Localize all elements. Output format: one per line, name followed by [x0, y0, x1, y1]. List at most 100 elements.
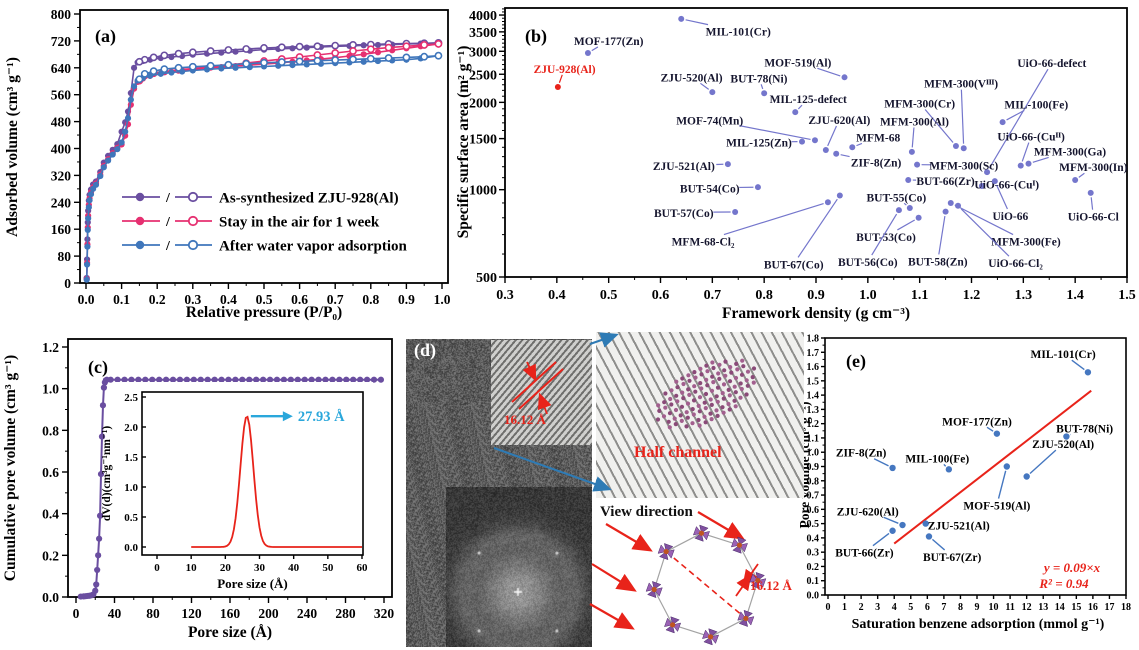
fringe-spacing-line — [511, 361, 557, 403]
atom-dot — [690, 407, 695, 412]
data-point — [104, 157, 112, 164]
atom-dot — [728, 365, 733, 370]
leader-line — [739, 125, 811, 141]
data-point-open — [384, 54, 393, 62]
data-point-open — [402, 53, 411, 62]
data-point-open — [384, 43, 393, 52]
data-point — [350, 376, 357, 383]
y-tick-label: 0 — [64, 276, 71, 291]
mof-label: MFM-300(In) — [1059, 162, 1128, 174]
leader-line — [911, 127, 915, 148]
inset-x-tick-label: 40 — [288, 562, 300, 574]
atom-dot — [744, 378, 749, 383]
fringe-arrow — [522, 361, 537, 382]
y-tick-label: 1.2 — [807, 419, 820, 430]
x-tick-label: 0.6 — [652, 288, 670, 303]
atom-dot — [751, 366, 757, 371]
y-tick-label: 1.0 — [807, 448, 820, 459]
panel-d-microscopy: (d) 16.12 Å Half channel View direction … — [406, 332, 806, 648]
y-tick-label: 1.5 — [807, 376, 820, 387]
blue-connector-arrow — [589, 332, 619, 348]
inset-y-label: dV(d)(cm³g⁻¹nm⁻¹) — [101, 426, 113, 521]
mof-label: MFM-300(Vᴵᴵᴵ) — [924, 79, 998, 91]
x-tick-label: 0.9 — [398, 292, 415, 307]
data-point — [584, 49, 591, 56]
y-tick-label: 1.8 — [807, 334, 820, 345]
atom-dot — [710, 360, 715, 365]
atom-dot — [687, 378, 692, 383]
data-point-open — [313, 42, 322, 51]
mof-label: BUT-58(Zn) — [908, 256, 968, 268]
atom-dot — [696, 417, 701, 423]
y-tick-label: 720 — [51, 34, 72, 49]
data-point — [914, 161, 921, 168]
atom-dot — [672, 416, 677, 421]
data-point-open — [349, 55, 357, 64]
cluster-metal-atom — [743, 615, 749, 622]
leader-line — [1021, 142, 1030, 162]
y-tick-label: 1500 — [469, 133, 497, 148]
data-point — [945, 466, 953, 473]
data-point — [96, 512, 104, 519]
data-point — [169, 376, 177, 383]
atom-dot — [738, 381, 743, 386]
atom-dot — [703, 406, 708, 411]
data-point — [952, 142, 959, 149]
atom-dot — [686, 373, 691, 378]
atom-dot — [675, 385, 680, 390]
data-point — [360, 51, 367, 58]
leader-line — [883, 516, 899, 524]
y-tick-label: 400 — [51, 142, 72, 157]
mof-label: ZJU-521(Al) — [653, 161, 715, 173]
data-point — [709, 89, 716, 96]
data-point — [303, 61, 310, 68]
legend-open-marker — [187, 239, 199, 251]
data-point-open — [135, 75, 144, 84]
data-point — [121, 376, 128, 383]
leader-line — [996, 185, 1008, 210]
mof-label: BUT-66(Zr) — [916, 176, 975, 188]
atom-dot — [669, 388, 674, 393]
legend-label: After water vapor adsorption — [219, 239, 408, 255]
cluster-metal-atom — [736, 542, 743, 548]
mof-label: BUT-66(Zr) — [835, 548, 894, 560]
data-point — [156, 376, 163, 383]
x-tick-label: 16 — [1088, 602, 1098, 613]
atom-dot — [709, 402, 714, 407]
view-direction-label: View direction — [600, 504, 693, 520]
data-point — [246, 376, 253, 383]
atom-dot — [667, 425, 672, 430]
data-point — [100, 164, 107, 171]
data-point — [118, 139, 125, 146]
leader-line — [1071, 359, 1085, 371]
mof-label: BUT-53(Co) — [856, 232, 916, 244]
atom-dot — [729, 370, 734, 375]
inset-x-tick-label: 20 — [220, 562, 232, 574]
data-point-open — [135, 57, 144, 66]
leader-line — [943, 463, 947, 467]
data-point — [732, 208, 739, 215]
mof-label: BUT-78(Ni) — [1056, 423, 1113, 435]
data-point — [833, 150, 840, 157]
atom-dot — [702, 400, 707, 405]
mof-label: BUT-78(Ni) — [730, 73, 787, 85]
x-tick-label: 240 — [297, 606, 318, 621]
atom-dot — [727, 393, 732, 398]
x-tick-label: 0.5 — [600, 288, 618, 303]
inset-y-tick-label: 2.5 — [124, 392, 138, 404]
atom-dot — [711, 365, 716, 371]
mof-label: MIL-125(Zn) — [726, 138, 792, 150]
data-point-open — [160, 51, 169, 60]
inset-curve — [191, 415, 362, 548]
atom-dot — [711, 380, 716, 385]
atom-dot — [738, 395, 743, 400]
atom-dot — [715, 413, 720, 418]
data-point — [84, 243, 91, 250]
data-point — [841, 74, 848, 81]
x-tick-label: 0.3 — [184, 292, 201, 307]
atom-dot — [685, 415, 690, 420]
leader-line — [558, 74, 563, 83]
inset-x-tick-label: 10 — [186, 562, 198, 574]
data-point — [889, 527, 896, 534]
